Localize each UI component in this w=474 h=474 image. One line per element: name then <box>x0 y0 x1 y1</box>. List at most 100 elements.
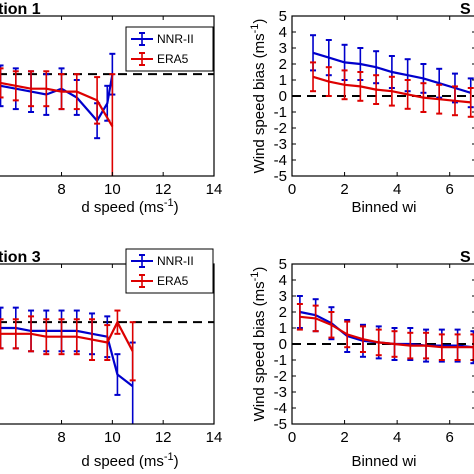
error-bar <box>0 67 4 99</box>
chart-title: S <box>460 1 471 18</box>
error-bar <box>43 318 50 356</box>
y-axis-label: Wind speed bias (ms-1) <box>249 19 268 174</box>
series-era5 <box>296 303 474 361</box>
x-tick-label: 6 <box>446 429 454 446</box>
x-tick-label: 2 <box>340 181 348 198</box>
x-tick-label: 6 <box>446 181 454 198</box>
x-tick-label: 14 <box>206 181 223 198</box>
error-bar <box>388 75 395 107</box>
chart-panel-1: 8 10 12 14 tion 1 d speed (ms-1) NNR-II ERA5 <box>0 1 222 216</box>
x-tick-label: 0 <box>288 181 296 198</box>
x-axis-label-text: Binned wi <box>351 453 416 470</box>
x-axis-label-text: d speed (ms <box>81 453 164 470</box>
series-line <box>299 310 474 349</box>
error-bar <box>12 318 19 350</box>
series-era5 <box>0 67 116 176</box>
error-bar <box>436 83 443 115</box>
error-bar <box>404 79 411 110</box>
x-axis-label-close: ) <box>174 199 179 216</box>
error-bar <box>73 318 80 356</box>
error-bar <box>114 353 121 396</box>
error-bar <box>28 315 35 353</box>
series-line <box>0 319 134 352</box>
x-tick-label: 12 <box>155 181 172 198</box>
y-tick-label: 3 <box>279 288 287 305</box>
y-tick-label: -2 <box>274 120 287 137</box>
y-axis-label-text: Wind speed bias (ms <box>251 33 268 173</box>
x-tick-label: 8 <box>57 181 65 198</box>
legend-label: ERA5 <box>157 274 189 288</box>
error-bar <box>344 320 351 349</box>
x-tick-label: 4 <box>393 429 401 446</box>
y-tick-label: 2 <box>279 56 287 73</box>
chart-panel-3: 8 10 12 14 tion 3 d speed (ms-1) NNR-II ERA5 <box>0 248 223 470</box>
y-tick-label: -1 <box>274 104 287 121</box>
x-tick-label: 8 <box>57 429 65 446</box>
series-nnr-ii <box>0 52 116 140</box>
error-bar <box>312 304 319 333</box>
x-axis-label-text: d speed (ms <box>81 199 164 216</box>
y-axis-label: Wind speed bias (ms-1) <box>249 267 268 422</box>
x-tick-label: 14 <box>206 429 223 446</box>
chart-title: S <box>460 249 471 266</box>
legend-box <box>125 248 214 294</box>
legend-label: NNR-II <box>157 32 194 46</box>
error-bar <box>73 73 80 111</box>
y-tick-label: 4 <box>279 272 287 289</box>
error-bar <box>28 70 35 108</box>
y-axis-label-sup: -1 <box>249 272 261 282</box>
legend-label: NNR-II <box>157 254 194 268</box>
legend-symbol <box>131 32 153 46</box>
x-axis-label: d speed (ms-1) <box>81 197 178 216</box>
error-bar <box>310 61 317 93</box>
y-axis-label-sup: -1 <box>249 24 261 34</box>
series-nnr-ii <box>296 295 474 365</box>
x-tick-label: 10 <box>104 181 121 198</box>
y-tick-label: 5 <box>279 256 287 273</box>
y-axis-label-close: ) <box>251 267 268 272</box>
x-axis-label-sup: -1 <box>164 197 174 209</box>
y-axis-label-close: ) <box>251 19 268 24</box>
error-bar <box>325 66 332 97</box>
y-tick-label: -3 <box>274 136 287 153</box>
x-axis-label-sup: -1 <box>164 451 174 463</box>
error-bar <box>104 324 111 361</box>
x-tick-label: 10 <box>104 429 121 446</box>
error-bar <box>373 74 380 105</box>
series-line <box>0 326 134 388</box>
x-tick-label: 2 <box>340 429 348 446</box>
error-bar <box>423 331 430 360</box>
x-axis-label-close: ) <box>174 453 179 470</box>
error-bar <box>359 325 366 353</box>
y-axis-label-text: Wind speed bias (ms <box>251 281 268 421</box>
x-tick-label: 12 <box>155 429 172 446</box>
error-bar <box>438 333 445 361</box>
y-tick-label: 1 <box>279 72 287 89</box>
axes-box <box>0 15 215 177</box>
error-bar <box>109 73 116 176</box>
error-bar <box>114 309 121 335</box>
y-tick-label: 0 <box>279 88 287 105</box>
error-bar <box>58 318 65 356</box>
legend-symbol <box>131 254 153 268</box>
error-bar <box>357 71 364 102</box>
series-era5 <box>310 61 474 118</box>
y-tick-label: -4 <box>274 400 287 417</box>
error-bar <box>296 303 303 331</box>
error-bar <box>407 331 414 360</box>
error-bar <box>328 311 335 339</box>
y-tick-label: -5 <box>274 416 287 433</box>
legend: NNR-II ERA5 <box>125 248 214 294</box>
y-tick-label: -4 <box>274 152 287 169</box>
y-tick-label: -2 <box>274 368 287 385</box>
series-era5 <box>0 309 136 382</box>
error-bar <box>451 85 458 117</box>
x-tick-label: 0 <box>288 429 296 446</box>
error-bar <box>391 330 398 358</box>
x-axis-label: Binned wi <box>351 453 416 470</box>
error-bar <box>58 73 65 111</box>
y-tick-label: 3 <box>279 40 287 57</box>
error-bar <box>89 318 96 361</box>
error-bar <box>454 333 461 361</box>
